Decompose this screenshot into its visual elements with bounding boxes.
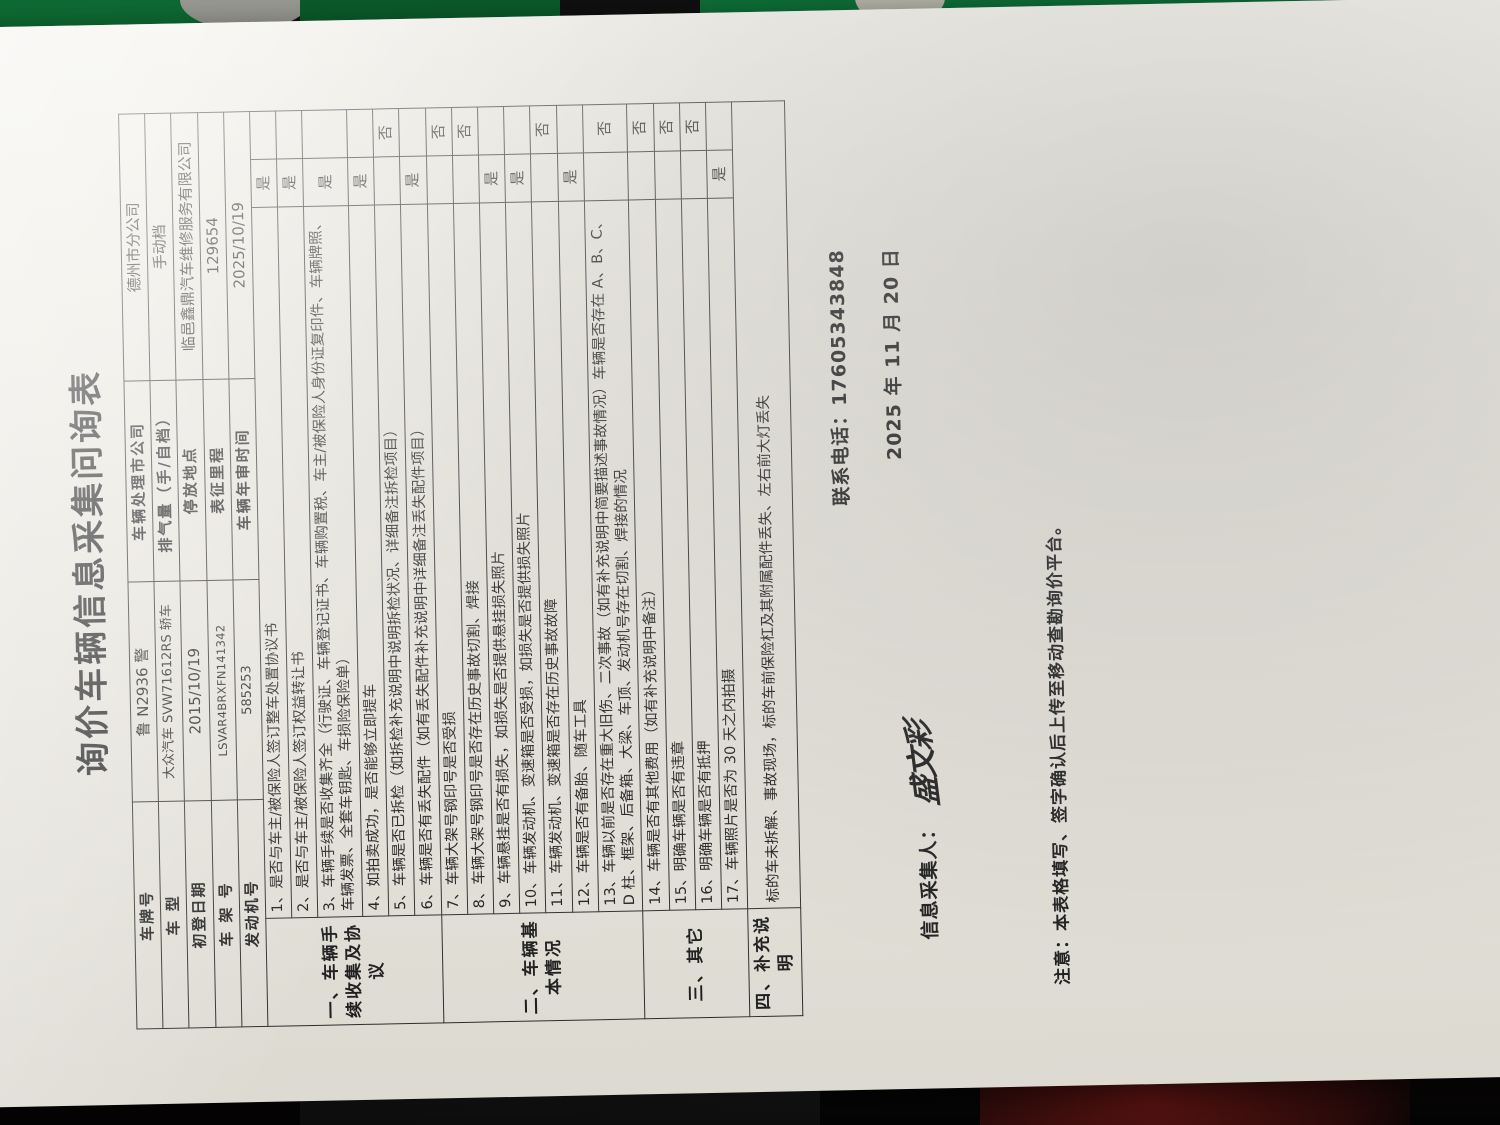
page-title: 询价车辆信息采集问询表: [66, 368, 115, 777]
answer-yes: [654, 150, 682, 200]
answer-no: 否: [582, 103, 628, 153]
answer-yes: 是: [556, 152, 585, 202]
answer-yes: 是: [399, 155, 428, 205]
answer-no: 否: [451, 106, 479, 156]
answer-no: [503, 105, 531, 155]
question-body: 车辆悬挂是否有损失，如损失是否提供悬挂损失照片: [491, 550, 514, 885]
question-number: 17、: [725, 870, 743, 904]
answer-yes: 是: [478, 154, 506, 203]
form-table: 车牌号 鲁 N2936 警 车辆处理市公司 德州市分公司 车 型 大众汽车 SV…: [118, 100, 804, 1030]
answer-no: [346, 109, 374, 158]
phone-value: 17605343848: [825, 249, 852, 406]
question-body: 是否与车主/被保险人签订整车处置协议书: [264, 622, 286, 889]
answer-no: [555, 104, 584, 154]
question-number: 8、: [471, 884, 489, 909]
phone-label: 联系电话：: [829, 405, 854, 506]
question-body: 车辆照片是否为 30 天之内拍摄: [721, 668, 742, 871]
answer-yes: [627, 151, 655, 200]
section-label-other: 三、其它: [643, 908, 750, 1019]
question-number: 10、: [523, 874, 541, 908]
question-body: 车辆是否已拆检（如拆检补充说明中说明拆检状况、详细备注拆检项目）: [383, 422, 409, 887]
answer-no: [249, 111, 277, 160]
question-body: 车辆发动机、变速箱是否存在历史事故故障: [544, 598, 566, 874]
answer-yes: 是: [504, 153, 532, 203]
answer-yes: 是: [276, 158, 304, 207]
question-number: 12、: [576, 873, 593, 907]
section-label-vehicle-condition: 二、车辆基本情况: [441, 910, 646, 1023]
question-number: 4、: [366, 886, 384, 911]
question-number: 14、: [646, 871, 664, 905]
answer-no: 否: [372, 108, 400, 157]
question-body: 车辆大架号钢印号是否存在历史事故切割、焊接: [465, 580, 488, 885]
answer-no: 否: [653, 102, 681, 152]
question-number: 6、: [419, 885, 436, 910]
question-body: 车辆是否有丢失配件（如有丢失配件补充说明中详细备注丢失配件项目）: [409, 421, 436, 886]
question-number: 15、: [673, 871, 690, 905]
answer-no: [398, 108, 427, 157]
question-body: 如拍卖成功，是否能够立即提车: [362, 683, 383, 887]
section-label-documents: 一、车辆手续收集及协议: [265, 914, 444, 1027]
answer-yes: [426, 155, 454, 204]
field-label-parking-location: 停放地点: [176, 379, 207, 582]
answer-yes: [680, 150, 708, 199]
answer-no: 否: [529, 105, 557, 154]
question-body: 明确车辆是否有违章: [670, 740, 690, 872]
question-number: 2、: [295, 887, 313, 913]
answer-no: 否: [425, 107, 453, 156]
question-body: 车辆是否有备胎、随车工具: [572, 699, 593, 874]
answer-yes: [583, 151, 629, 201]
signature-block: 信息采集人： 盛文彩 联系电话：17605343848 2025 年 11 月 …: [811, 97, 979, 1016]
answer-yes: 是: [250, 158, 278, 208]
answer-no: [705, 101, 733, 151]
answer-yes: 是: [347, 156, 375, 206]
question-number: 9、: [497, 883, 515, 908]
answer-yes: [373, 156, 401, 205]
question-number: 5、: [392, 886, 410, 911]
answer-no: 否: [679, 102, 707, 151]
question-body: 车辆是否有其他费用（如有补充说明中备注）: [641, 581, 663, 873]
answer-no: [301, 109, 348, 159]
question-number: 16、: [699, 870, 716, 904]
phone-field: 联系电话：17605343848: [822, 249, 854, 506]
question-number: 11、: [549, 873, 567, 907]
collector-label: 信息采集人：: [917, 819, 942, 940]
field-label-handling-company: 车辆处理市公司: [123, 380, 155, 583]
answer-yes: [452, 154, 480, 204]
answer-no: [477, 106, 505, 155]
question-number: 13、: [602, 872, 619, 906]
question-body: 车辆发动机、变速箱是否受损，如损失是否提供损失照片: [516, 511, 540, 875]
section-label-supplement: 四、补充说明: [747, 907, 803, 1017]
answer-yes: 是: [302, 157, 349, 207]
collector-signature: 盛文彩: [900, 722, 947, 807]
question-number: 1、: [269, 888, 287, 913]
question-number: 7、: [445, 884, 462, 910]
field-label-displacement: 排气量（手/自档）: [150, 379, 181, 582]
collector-field: 信息采集人： 盛文彩: [897, 722, 947, 940]
document-page: 询价车辆信息采集问询表 车牌号: [30, 33, 1480, 1071]
field-label-annual-inspection: 车辆年审时间: [228, 378, 259, 581]
footer-note: 注意：本表格填写、签字确认后上传至移动查勘询价平台。: [1044, 516, 1074, 986]
answer-yes: 是: [706, 149, 734, 199]
field-label-mileage: 表征里程: [202, 378, 233, 581]
question-body: 明确车辆是否有抵押: [696, 740, 716, 871]
question-body: 是否与车主/被保险人签订权益转让书: [291, 651, 312, 889]
answer-yes: [530, 153, 558, 202]
question-body: 车辆大架号钢印号是否受损: [441, 711, 462, 886]
answer-no: [275, 110, 303, 159]
signature-date: 2025 年 11 月 20 日: [879, 247, 907, 461]
question-number: 3、: [321, 887, 339, 912]
document-rotated-container: 询价车辆信息采集问询表 车牌号: [30, 33, 1480, 1071]
answer-no: 否: [626, 103, 655, 152]
